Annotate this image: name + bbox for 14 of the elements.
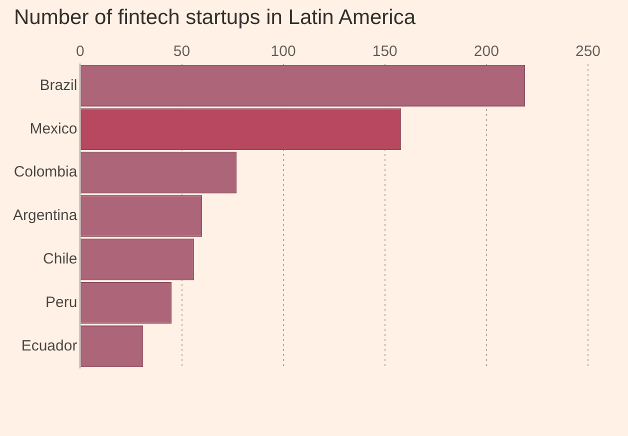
- y-tick-label: Mexico: [30, 120, 78, 138]
- x-tick-label: 0: [76, 43, 84, 60]
- chart-title: Number of fintech startups in Latin America: [14, 6, 416, 30]
- y-tick-label: Chile: [43, 250, 78, 268]
- y-tick-label: Peru: [46, 294, 78, 311]
- x-tick-label: 100: [270, 43, 296, 60]
- x-tick-label: 200: [474, 43, 499, 60]
- x-tick-label: 50: [173, 43, 190, 60]
- y-tick-label: Colombia: [14, 164, 78, 181]
- y-tick-label: Ecuador: [21, 337, 78, 354]
- y-tick-label: Brazil: [40, 76, 78, 94]
- x-tick-label: 250: [575, 43, 601, 60]
- y-tick-label: Argentina: [12, 207, 78, 224]
- x-tick-label: 150: [372, 43, 398, 60]
